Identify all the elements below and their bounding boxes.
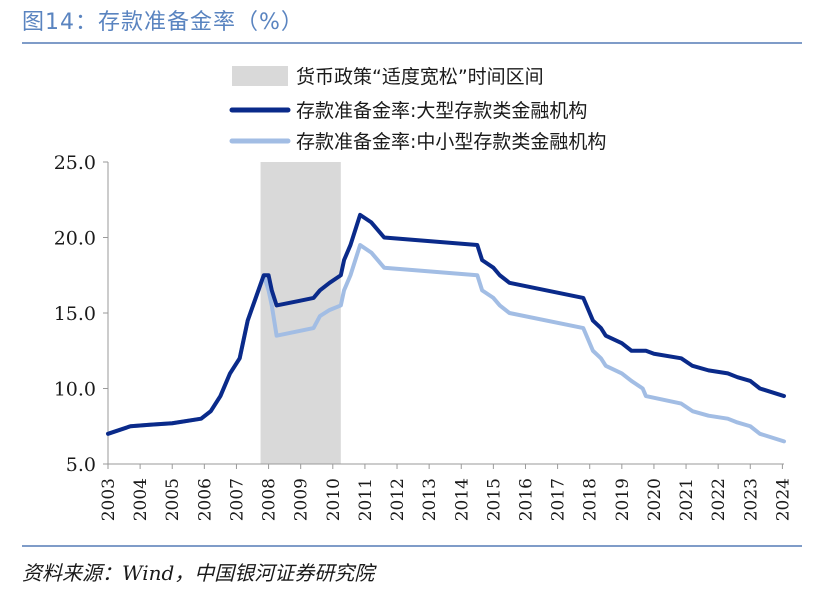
x-tick-label: 2017 bbox=[549, 478, 569, 521]
x-tick-label: 2006 bbox=[195, 478, 215, 521]
x-tick-label: 2005 bbox=[163, 478, 183, 521]
x-tick-label: 2008 bbox=[260, 478, 280, 521]
y-tick-label: 20.0 bbox=[54, 228, 96, 250]
x-tick-label: 2018 bbox=[581, 478, 601, 521]
x-tick-label: 2024 bbox=[773, 478, 793, 521]
y-tick-label: 10.0 bbox=[54, 379, 96, 401]
y-tick-label: 15.0 bbox=[54, 303, 96, 325]
x-tick-label: 2019 bbox=[613, 478, 633, 521]
x-tick-label: 2004 bbox=[131, 478, 151, 521]
top-rule bbox=[22, 42, 802, 44]
figure-title: 图14：存款准备金率（%） bbox=[22, 10, 304, 35]
x-tick-label: 2009 bbox=[292, 478, 312, 521]
x-tick-label: 2003 bbox=[99, 478, 119, 521]
legend-label-shaded: 货币政策“适度宽松”时间区间 bbox=[296, 66, 544, 88]
x-tick-label: 2007 bbox=[227, 478, 247, 521]
legend-label-series: 存款准备金率:大型存款类金融机构 bbox=[296, 100, 587, 122]
x-tick-label: 2011 bbox=[356, 478, 376, 521]
legend-swatch-shaded bbox=[232, 66, 288, 86]
x-tick-label: 2016 bbox=[516, 478, 536, 521]
series-line bbox=[106, 212, 786, 436]
x-tick-label: 2010 bbox=[324, 478, 344, 521]
x-tick-label: 2022 bbox=[709, 478, 729, 521]
x-tick-label: 2014 bbox=[452, 478, 472, 521]
x-tick-label: 2023 bbox=[741, 478, 761, 521]
source-note: 资料来源：Wind，中国银河证券研究院 bbox=[22, 561, 375, 585]
x-tick-label: 2020 bbox=[645, 478, 665, 521]
x-tick-label: 2013 bbox=[420, 478, 440, 521]
bottom-rule bbox=[22, 545, 802, 547]
x-tick-label: 2015 bbox=[484, 478, 504, 521]
legend-label-series: 存款准备金率:中小型存款类金融机构 bbox=[296, 131, 606, 153]
y-tick-label: 25.0 bbox=[54, 152, 96, 174]
y-tick-label: 5.0 bbox=[66, 454, 96, 476]
x-tick-label: 2021 bbox=[677, 478, 697, 521]
x-tick-label: 2012 bbox=[388, 478, 408, 521]
